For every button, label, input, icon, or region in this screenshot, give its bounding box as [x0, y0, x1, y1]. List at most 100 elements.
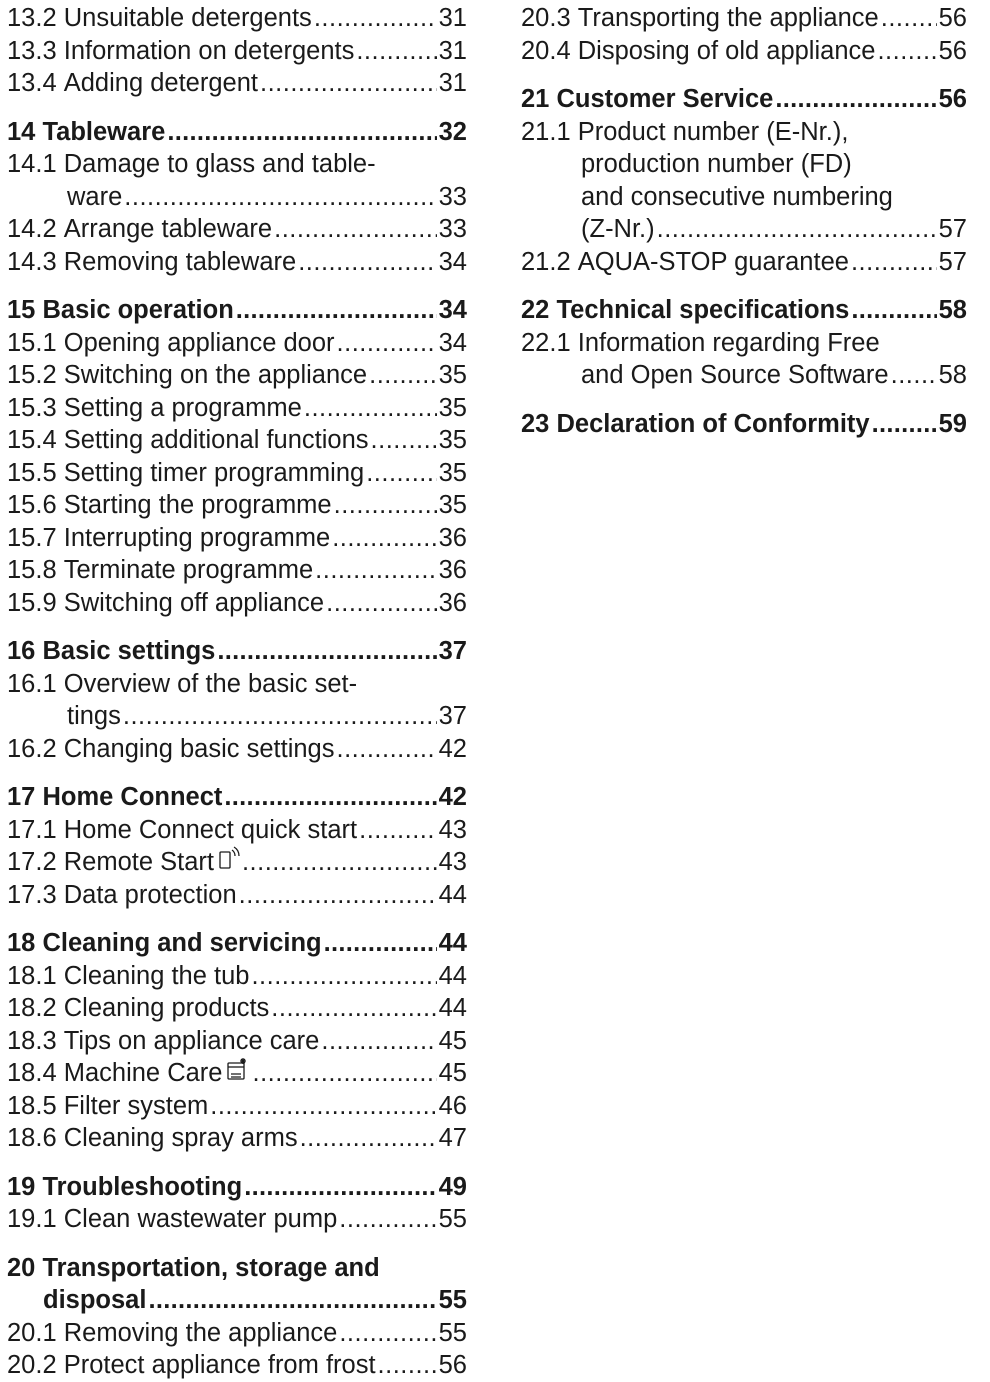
toc-number: 17.3 — [7, 880, 57, 909]
toc-section-entry[interactable]: 13.2 Unsuitable detergents 31 — [7, 2, 467, 35]
toc-title: Setting timer programming — [63, 458, 365, 487]
toc-title: Transporting the appliance — [577, 4, 879, 32]
toc-section-entry[interactable]: 17.1 Home Connect quick start 43 — [7, 814, 467, 847]
toc-section-entry[interactable]: 20.1 Removing the appliance 55 — [7, 1317, 467, 1350]
toc-title: Setting a programme — [63, 393, 302, 422]
toc-section-entry[interactable]: 18.2 Cleaning products 44 — [7, 992, 467, 1025]
toc-section-entry[interactable]: 15.1 Opening appliance door 34 — [7, 327, 467, 360]
toc-page-number: 35 — [438, 426, 467, 454]
toc-section-entry[interactable]: 19.1 Clean wastewater pump 55 — [7, 1203, 467, 1236]
toc-chapter-entry[interactable]: 23 Declaration of Conformity 59 — [521, 408, 967, 441]
toc-title: Switching off appliance — [63, 588, 325, 617]
toc-section-entry[interactable]: 22.1 Information regarding Free and Open … — [521, 327, 967, 392]
toc-title: Changing basic settings — [63, 734, 335, 763]
toc-leader-dots — [337, 327, 437, 360]
toc-chapter-entry[interactable]: 16 Basic settings 37 — [7, 635, 467, 668]
toc-section-entry[interactable]: 15.9 Switching off appliance 36 — [7, 587, 467, 620]
toc-number: 15.3 — [7, 393, 57, 422]
toc-section-entry[interactable]: 20.4 Disposing of old appliance 56 — [521, 35, 967, 68]
toc-number: 18.3 — [7, 1026, 57, 1055]
toc-page-number: 33 — [438, 215, 467, 243]
toc-section-entry[interactable]: 18.1 Cleaning the tub 44 — [7, 960, 467, 993]
toc-page-number: 34 — [438, 247, 467, 276]
toc-number: 19.1 — [7, 1205, 57, 1233]
toc-section-entry[interactable]: 20.2 Protect appliance from frost 56 — [7, 1349, 467, 1382]
toc-chapter-entry[interactable]: 19 Troubleshooting 49 — [7, 1171, 467, 1204]
toc-title: Interrupting programme — [63, 523, 331, 552]
toc-chapter-entry[interactable]: 17 Home Connect 42 — [7, 781, 467, 814]
toc-section-entry[interactable]: 15.4 Setting additional functions 35 — [7, 424, 467, 457]
toc-section-entry[interactable]: 15.8 Terminate programme 36 — [7, 554, 467, 587]
toc-section-entry[interactable]: 21.2 AQUA-STOP guarantee 57 — [521, 246, 967, 279]
toc-page-number: 58 — [938, 296, 967, 324]
toc-section-entry[interactable]: 15.5 Setting timer programming 35 — [7, 457, 467, 490]
toc-title-continuation: production number (FD) — [581, 150, 852, 178]
toc-section-entry[interactable]: 15.3 Setting a programme 35 — [7, 392, 467, 425]
toc-page-number: 43 — [438, 815, 467, 844]
toc-page-number: 44 — [438, 929, 467, 957]
toc-section-entry[interactable]: 18.5 Filter system 46 — [7, 1090, 467, 1123]
remote-start-icon — [218, 846, 240, 879]
toc-title: Declaration of Conformity — [556, 409, 870, 438]
toc-chapter-entry[interactable]: 14 Tableware 32 — [7, 116, 467, 149]
toc-number: 21.2 — [521, 247, 571, 276]
toc-section-entry[interactable]: 13.4 Adding detergent 31 — [7, 67, 467, 100]
toc-page-number: 36 — [438, 523, 467, 552]
toc-section-entry[interactable]: 21.1 Product number (E-Nr.), production n… — [521, 116, 967, 246]
toc-page-number: 43 — [438, 848, 467, 876]
toc-number: 19 — [7, 1172, 36, 1201]
toc-section-entry[interactable]: 18.4 Machine Care 45 — [7, 1057, 467, 1090]
toc-section-entry[interactable]: 15.6 Starting the programme 35 — [7, 489, 467, 522]
toc-section-entry[interactable]: 20.3 Transporting the appliance 56 — [521, 2, 967, 35]
toc-chapter-entry[interactable]: 21 Customer Service 56 — [521, 83, 967, 116]
toc-page-number: 36 — [438, 588, 467, 617]
toc-title: Home Connect — [42, 783, 223, 811]
toc-title: Switching on the appliance — [63, 361, 368, 389]
toc-title: Filter system — [63, 1091, 209, 1120]
toc-title-continuation: (Z-Nr.) — [581, 215, 655, 243]
toc-page-number: 37 — [438, 637, 467, 665]
toc-leader-dots — [242, 846, 437, 879]
toc-section-entry[interactable]: 16.2 Changing basic settings 42 — [7, 733, 467, 766]
toc-title: Starting the programme — [63, 491, 332, 519]
toc-section-entry[interactable]: 13.3 Information on detergents 31 — [7, 35, 467, 68]
toc-chapter-entry[interactable]: 18 Cleaning and servicing 44 — [7, 927, 467, 960]
toc-number: 21 — [521, 85, 550, 113]
toc-page-number: 56 — [938, 36, 967, 65]
toc-leader-dots — [339, 1203, 436, 1236]
toc-number: 15.9 — [7, 588, 57, 617]
toc-number: 20.2 — [7, 1351, 57, 1379]
toc-section-entry[interactable]: 18.6 Cleaning spray arms 47 — [7, 1122, 467, 1155]
toc-chapter-entry[interactable]: 15 Basic operation 34 — [7, 294, 467, 327]
toc-number: 18 — [7, 929, 36, 957]
toc-section-entry[interactable]: 18.3 Tips on appliance care 45 — [7, 1025, 467, 1058]
toc-title: Data protection — [63, 880, 237, 909]
toc-section-entry[interactable]: 15.2 Switching on the appliance 35 — [7, 359, 467, 392]
toc-section-entry[interactable]: 17.2 Remote Start 43 — [7, 846, 467, 879]
toc-page-number: 49 — [438, 1172, 467, 1201]
toc-chapter-entry[interactable]: 20 Transportation, storage and disposal 55 — [7, 1252, 467, 1317]
toc-section-entry[interactable]: 14.2 Arrange tableware 33 — [7, 213, 467, 246]
toc-leader-dots — [224, 781, 436, 814]
toc-leader-dots — [657, 213, 937, 246]
toc-title: Information on detergents — [63, 36, 355, 65]
toc-leader-dots — [239, 879, 437, 912]
toc-section-entry[interactable]: 14.3 Removing tableware 34 — [7, 246, 467, 279]
toc-title: Transportation, storage and — [42, 1253, 380, 1282]
toc-leader-dots — [332, 522, 436, 555]
toc-section-entry[interactable]: 17.3 Data protection 44 — [7, 879, 467, 912]
toc-title: Arrange tableware — [63, 215, 273, 243]
toc-title: Machine Care — [63, 1059, 223, 1087]
toc-chapter-entry[interactable]: 22 Technical specifications 58 — [521, 294, 967, 327]
toc-section-entry[interactable]: 16.1 Overview of the basic set-tings 37 — [7, 668, 467, 733]
toc-title-continuation: and consecutive numbering — [581, 182, 893, 211]
machine-care-icon — [226, 1057, 250, 1090]
toc-section-entry[interactable]: 15.7 Interrupting programme 36 — [7, 522, 467, 555]
toc-number: 15.6 — [7, 491, 57, 519]
toc-section-entry[interactable]: 14.1 Damage to glass and table-ware 33 — [7, 148, 467, 213]
toc-leader-dots — [298, 246, 436, 279]
toc-page-number: 55 — [438, 1205, 467, 1233]
toc-leader-dots — [337, 733, 437, 766]
toc-leader-dots — [217, 635, 436, 668]
toc-leader-dots — [324, 927, 437, 960]
